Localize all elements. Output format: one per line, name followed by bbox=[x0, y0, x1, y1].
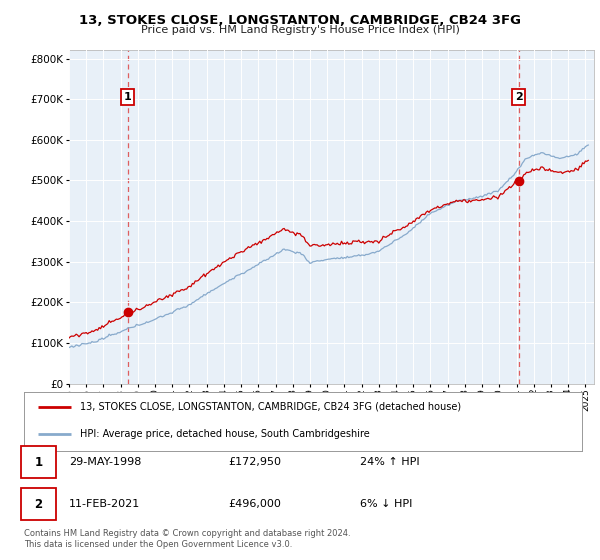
Text: 1: 1 bbox=[34, 455, 43, 469]
Text: Contains HM Land Registry data © Crown copyright and database right 2024.
This d: Contains HM Land Registry data © Crown c… bbox=[24, 529, 350, 549]
Text: 13, STOKES CLOSE, LONGSTANTON, CAMBRIDGE, CB24 3FG (detached house): 13, STOKES CLOSE, LONGSTANTON, CAMBRIDGE… bbox=[80, 402, 461, 412]
Text: 6% ↓ HPI: 6% ↓ HPI bbox=[360, 499, 412, 509]
Text: 1: 1 bbox=[124, 92, 131, 102]
Text: 2: 2 bbox=[515, 92, 523, 102]
Text: Price paid vs. HM Land Registry's House Price Index (HPI): Price paid vs. HM Land Registry's House … bbox=[140, 25, 460, 35]
Text: 29-MAY-1998: 29-MAY-1998 bbox=[69, 457, 142, 467]
Text: 24% ↑ HPI: 24% ↑ HPI bbox=[360, 457, 419, 467]
Text: £496,000: £496,000 bbox=[228, 499, 281, 509]
Text: 2: 2 bbox=[34, 497, 43, 511]
Text: 11-FEB-2021: 11-FEB-2021 bbox=[69, 499, 140, 509]
Text: 13, STOKES CLOSE, LONGSTANTON, CAMBRIDGE, CB24 3FG: 13, STOKES CLOSE, LONGSTANTON, CAMBRIDGE… bbox=[79, 14, 521, 27]
Text: HPI: Average price, detached house, South Cambridgeshire: HPI: Average price, detached house, Sout… bbox=[80, 430, 370, 440]
Text: £172,950: £172,950 bbox=[228, 457, 281, 467]
